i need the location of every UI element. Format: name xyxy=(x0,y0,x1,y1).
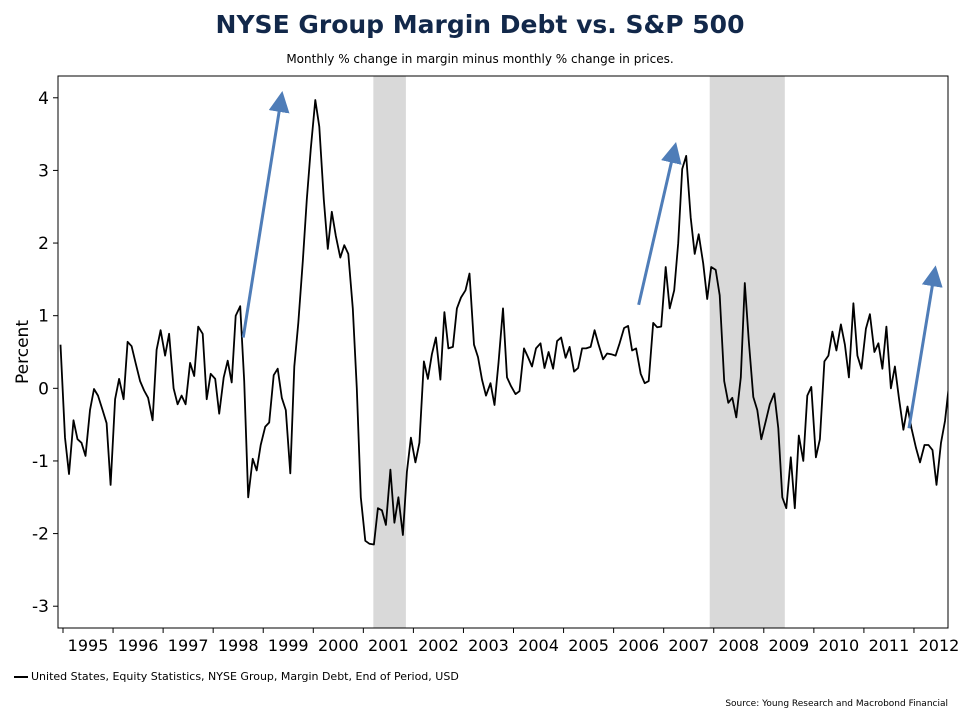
x-tick-label: 1995 xyxy=(68,636,109,655)
x-tick-label: 2012 xyxy=(919,636,960,655)
x-tick-label: 2010 xyxy=(819,636,860,655)
y-tick-label: 2 xyxy=(38,234,49,254)
y-tick-label: 1 xyxy=(38,307,49,327)
series-line xyxy=(59,99,948,546)
y-tick-label: 3 xyxy=(38,161,49,181)
x-tick-label: 2009 xyxy=(768,636,809,655)
x-tick-label: 2004 xyxy=(518,636,559,655)
chart-title: NYSE Group Margin Debt vs. S&P 500 xyxy=(215,10,745,39)
y-tick-label: 4 xyxy=(38,89,49,109)
recession-band xyxy=(373,76,406,628)
legend-swatch xyxy=(14,676,28,678)
recession-band xyxy=(709,76,785,628)
legend-label: United States, Equity Statistics, NYSE G… xyxy=(31,670,459,683)
x-tick-label: 2001 xyxy=(368,636,409,655)
chart-subtitle: Monthly % change in margin minus monthly… xyxy=(286,52,674,66)
x-tick-label: 2005 xyxy=(568,636,609,655)
y-axis-label: Percent xyxy=(13,320,33,384)
annotation-arrow xyxy=(907,265,943,429)
y-tick-label: -3 xyxy=(32,597,49,617)
plot-frame xyxy=(57,75,949,629)
x-tick-label: 2007 xyxy=(668,636,709,655)
annotation-arrow xyxy=(637,142,682,306)
x-tick-label: 1996 xyxy=(118,636,159,655)
x-tick-label: 2003 xyxy=(468,636,509,655)
x-tick-label: 1999 xyxy=(268,636,309,655)
x-tick-label: 2002 xyxy=(418,636,459,655)
x-tick-label: 2011 xyxy=(869,636,910,655)
x-tick-label: 2008 xyxy=(718,636,759,655)
annotation-arrow xyxy=(241,91,290,338)
x-tick-label: 1998 xyxy=(218,636,259,655)
y-tick-label: -1 xyxy=(32,452,49,472)
source-note: Source: Young Research and Macrobond Fin… xyxy=(725,699,948,709)
y-tick-label: 0 xyxy=(38,379,49,399)
x-tick-label: 2006 xyxy=(618,636,659,655)
x-tick-label: 1997 xyxy=(168,636,209,655)
x-tick-label: 2000 xyxy=(318,636,359,655)
legend: United States, Equity Statistics, NYSE G… xyxy=(14,670,459,683)
y-tick-label: -2 xyxy=(32,525,49,545)
